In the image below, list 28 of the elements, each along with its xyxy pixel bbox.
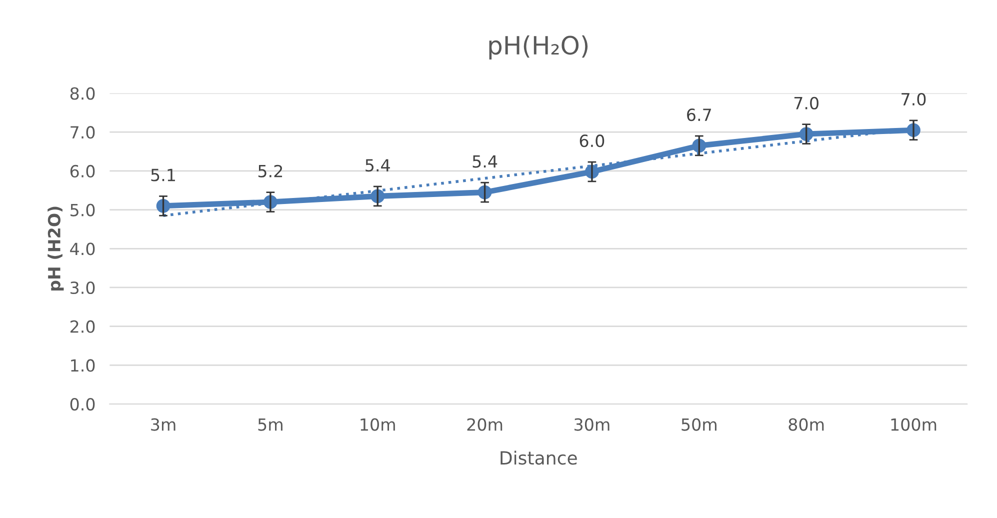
y-tick-label: 5.0	[70, 204, 95, 216]
x-tick-label: 100m	[891, 418, 936, 431]
y-tick-label: 1.0	[71, 359, 95, 372]
data-label: 5.1	[151, 168, 175, 182]
x-tick-label: 20m	[467, 418, 502, 431]
y-tick-label: 6.0	[70, 164, 95, 178]
x-axis-title: Distance	[500, 450, 577, 465]
data-label: 6.0	[580, 134, 604, 148]
y-axis-title: pH (H2O)	[48, 206, 64, 291]
data-label: 6.7	[687, 108, 711, 122]
y-tick-label: 7.0	[70, 126, 95, 139]
x-tick-label: 50m	[682, 418, 716, 431]
y-tick-label: 4.0	[70, 242, 95, 256]
data-label: 7.0	[902, 92, 926, 106]
y-tick-label: 8.0	[70, 87, 95, 100]
chart-title: pH(H₂O)	[489, 35, 588, 60]
y-tick-label: 0.0	[70, 398, 95, 411]
y-tick-label: 2.0	[70, 320, 95, 333]
data-label: 5.2	[258, 164, 282, 178]
data-label: 5.4	[472, 155, 498, 168]
data-label: 7.0	[794, 96, 818, 110]
x-tick-label: 10m	[360, 418, 395, 431]
x-tick-label: 3m	[151, 418, 176, 431]
x-tick-label: 30m	[574, 418, 610, 431]
data-label: 5.4	[366, 159, 390, 172]
x-tick-label: 5m	[258, 418, 282, 431]
y-tick-label: 3.0	[70, 281, 95, 294]
x-tick-label: 80m	[788, 418, 824, 431]
